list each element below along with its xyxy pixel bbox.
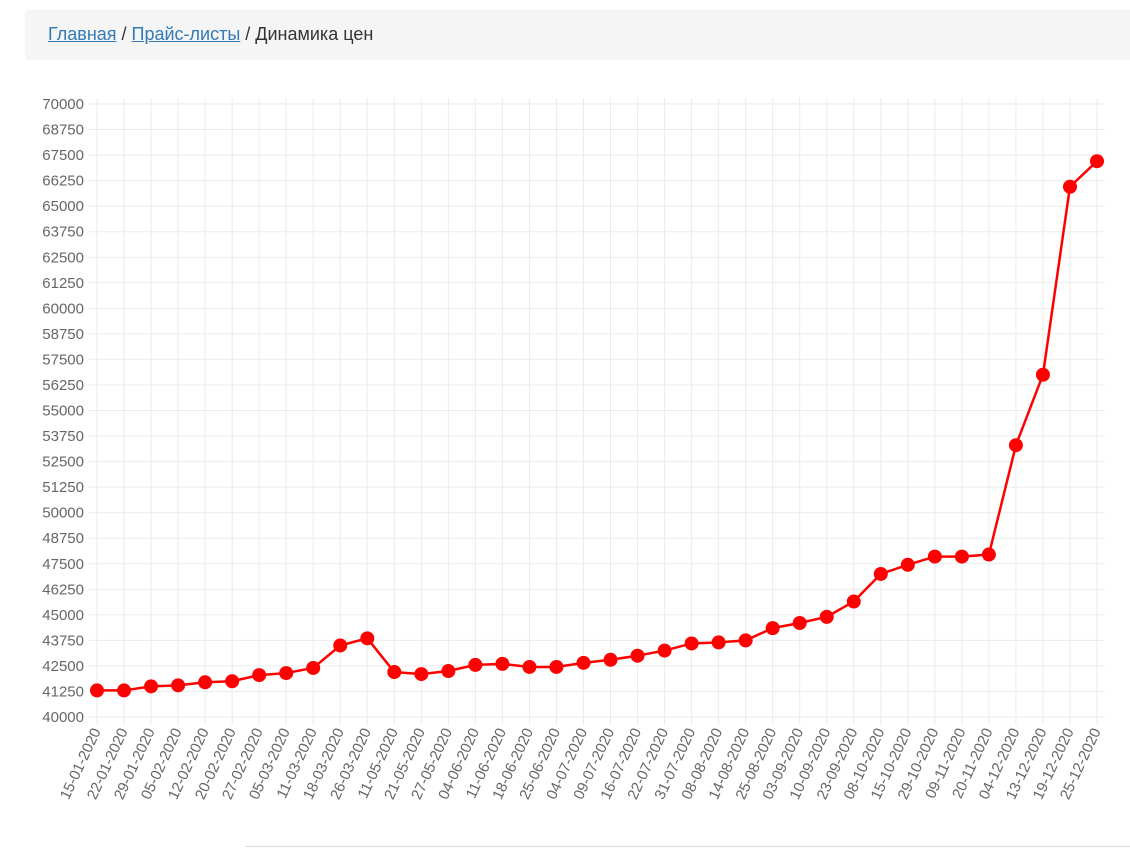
price-point: [1090, 154, 1104, 169]
price-point: [495, 656, 510, 671]
price-point: [981, 547, 996, 562]
y-tick-label: 43750: [42, 632, 84, 649]
price-point: [225, 674, 240, 689]
price-point: [387, 665, 402, 680]
price-point: [1035, 367, 1050, 382]
price-line: [97, 160, 1098, 692]
y-tick-label: 56250: [42, 377, 84, 394]
price-point: [360, 631, 375, 646]
y-tick-label: 65000: [42, 198, 84, 215]
price-point: [522, 659, 537, 674]
price-point: [954, 549, 969, 564]
price-point: [279, 666, 294, 681]
price-point: [414, 667, 429, 682]
breadcrumb-separator: /: [245, 24, 251, 44]
price-point: [819, 609, 834, 624]
y-tick-label: 55000: [42, 403, 84, 420]
y-tick-label: 58750: [42, 326, 84, 343]
y-tick-label: 63750: [42, 224, 84, 241]
price-point: [576, 655, 591, 670]
y-tick-label: 62500: [42, 249, 84, 266]
y-tick-label: 66250: [42, 173, 84, 190]
y-tick-label: 61250: [42, 275, 84, 292]
price-point: [333, 638, 348, 653]
y-tick-label: 51250: [42, 479, 84, 496]
y-tick-label: 52500: [42, 454, 84, 471]
y-tick-label: 50000: [42, 505, 84, 522]
divider: [245, 846, 1130, 847]
y-tick-label: 48750: [42, 530, 84, 547]
price-point: [468, 657, 483, 672]
breadcrumb: Главная / Прайс-листы / Динамика цен: [25, 10, 1130, 60]
price-point: [306, 660, 321, 675]
price-point: [252, 668, 267, 683]
breadcrumb-link[interactable]: Главная: [48, 24, 117, 44]
price-point: [927, 549, 942, 564]
price-point: [684, 636, 699, 651]
y-tick-label: 46250: [42, 581, 84, 598]
y-tick-label: 41250: [42, 683, 84, 700]
price-point: [1062, 179, 1077, 194]
price-point: [549, 659, 564, 674]
price-point: [630, 648, 645, 663]
breadcrumb-current: Динамика цен: [255, 24, 374, 44]
price-point: [657, 643, 672, 658]
price-point: [603, 652, 618, 667]
price-point: [441, 664, 456, 679]
y-tick-label: 57500: [42, 351, 84, 368]
price-point: [171, 678, 186, 693]
y-tick-label: 60000: [42, 300, 84, 317]
y-tick-label: 68750: [42, 122, 84, 139]
price-point: [117, 683, 132, 698]
y-tick-label: 42500: [42, 658, 84, 675]
y-tick-label: 70000: [42, 96, 84, 113]
price-point: [738, 633, 753, 648]
price-point: [846, 594, 861, 609]
breadcrumb-link[interactable]: Прайс-листы: [131, 24, 241, 44]
price-point: [711, 635, 726, 650]
price-point: [144, 679, 159, 694]
price-point: [900, 557, 915, 572]
y-tick-label: 67500: [42, 147, 84, 164]
y-tick-label: 40000: [42, 709, 84, 726]
price-point: [792, 616, 807, 631]
price-point: [765, 621, 780, 636]
price-point: [1008, 438, 1023, 453]
chart: 40000 41250 42500 43750 45000 46250 47500 48750…: [42, 96, 1105, 802]
price-point: [90, 683, 104, 698]
y-tick-label: 53750: [42, 428, 84, 445]
y-tick-label: 45000: [42, 607, 84, 624]
breadcrumb-separator: /: [121, 24, 127, 44]
y-tick-label: 47500: [42, 556, 84, 573]
price-point: [198, 675, 213, 690]
price-point: [873, 566, 888, 581]
